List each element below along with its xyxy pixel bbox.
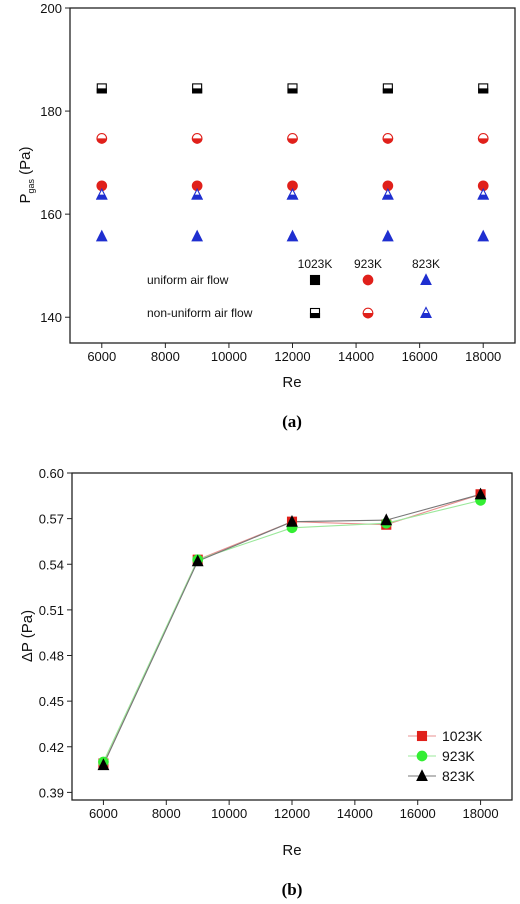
y-tick-label: 0.48 xyxy=(39,649,64,664)
point-uniform-823K xyxy=(477,229,490,242)
legend-label: 823K xyxy=(442,768,475,784)
point-823K xyxy=(474,487,487,500)
y-tick-label: 0.51 xyxy=(39,603,64,618)
point-uniform-823K xyxy=(191,229,204,242)
point-uniform-823K xyxy=(286,229,299,242)
y-tick-label: 160 xyxy=(40,207,62,222)
x-tick-label: 10000 xyxy=(211,806,247,821)
point-non-uniform-823K xyxy=(95,187,108,200)
legend-row-label: uniform air flow xyxy=(147,273,229,287)
plot-b-legend: 1023K 923K 823K xyxy=(408,728,483,784)
point-non-uniform-923K xyxy=(382,133,394,144)
y-tick-label: 0.45 xyxy=(39,694,64,709)
legend-row-label: non-uniform air flow xyxy=(147,306,253,320)
point-non-uniform-923K xyxy=(191,133,203,144)
legend-label: 923K xyxy=(442,748,475,764)
plot-b-ylabel: ΔP (Pa) xyxy=(19,610,36,662)
x-tick-label: 10000 xyxy=(211,349,247,364)
legend-marker-1023K xyxy=(309,274,321,286)
x-tick-label: 16000 xyxy=(400,806,436,821)
legend-temp-label: 923K xyxy=(354,257,382,271)
legend-marker-823K xyxy=(420,306,432,319)
plot-b-lines xyxy=(102,493,481,766)
x-tick-label: 14000 xyxy=(338,349,374,364)
plot-b-y-axis: 0.39 0.42 0.45 0.48 0.51 0.54 0.57 0.60 xyxy=(39,466,72,800)
plot-a-xlabel: Re xyxy=(282,374,301,391)
legend-marker-1023K xyxy=(309,307,321,319)
legend-marker-923K xyxy=(416,750,428,762)
plot-a-frame xyxy=(69,7,516,344)
x-tick-label: 16000 xyxy=(402,349,438,364)
point-uniform-823K xyxy=(381,229,394,242)
point-non-uniform-823K xyxy=(191,187,204,200)
series-line-1023K xyxy=(102,493,481,764)
legend-marker-823K xyxy=(416,769,428,782)
legend-label: 1023K xyxy=(442,728,483,744)
plot-a-ylabel-sub: gas xyxy=(26,178,36,193)
legend-marker-923K xyxy=(362,274,374,286)
caption-b: (b) xyxy=(282,880,303,899)
x-tick-label: 12000 xyxy=(274,349,310,364)
y-tick-label: 0.39 xyxy=(39,785,64,800)
y-tick-label: 0.60 xyxy=(39,466,64,481)
x-tick-label: 12000 xyxy=(274,806,310,821)
x-tick-label: 6000 xyxy=(89,806,118,821)
x-tick-label: 8000 xyxy=(152,806,181,821)
legend-temp-label: 1023K xyxy=(298,257,333,271)
plot-a-ylabel-main: P xyxy=(17,194,34,204)
y-tick-label: 0.57 xyxy=(39,512,64,527)
point-non-uniform-1023K xyxy=(192,83,203,94)
point-non-uniform-1023K xyxy=(382,83,393,94)
point-823K xyxy=(286,514,298,527)
point-823K xyxy=(191,554,204,567)
plot-a-legend: 1023K 923K 823K uniform air flow non-uniform… xyxy=(147,257,440,320)
legend-marker-923K xyxy=(362,307,374,319)
y-tick-label: 180 xyxy=(40,104,62,119)
point-non-uniform-923K xyxy=(96,133,108,144)
legend-marker-823K xyxy=(420,273,432,286)
point-non-uniform-1023K xyxy=(478,83,489,94)
series-line-923K xyxy=(102,499,481,763)
plot-a-points xyxy=(95,83,490,242)
x-tick-label: 18000 xyxy=(465,349,501,364)
plot-b-xlabel: Re xyxy=(282,842,301,859)
point-823K xyxy=(380,513,393,526)
point-uniform-823K xyxy=(95,229,108,242)
plot-a-ylabel: Pgas (Pa) xyxy=(17,146,36,203)
x-tick-label: 14000 xyxy=(337,806,373,821)
plot-a-x-axis: 6000 8000 10000 12000 14000 16000 18000 xyxy=(87,343,501,364)
plot-b-x-axis: 6000 8000 10000 12000 14000 16000 18000 xyxy=(89,800,499,821)
legend-temp-label: 823K xyxy=(412,257,440,271)
x-tick-label: 6000 xyxy=(87,349,116,364)
legend-marker-1023K xyxy=(416,730,428,742)
point-823K xyxy=(97,758,110,771)
plot-b-points xyxy=(97,487,487,771)
point-non-uniform-923K xyxy=(477,133,489,144)
y-tick-label: 200 xyxy=(40,1,62,16)
plot-a-ylabel-unit: (Pa) xyxy=(17,146,34,179)
panel-a: 6000 8000 10000 12000 14000 16000 18000 140 160… xyxy=(17,1,516,431)
point-non-uniform-823K xyxy=(477,187,490,200)
caption-a: (a) xyxy=(282,412,302,431)
point-non-uniform-1023K xyxy=(287,83,298,94)
x-tick-label: 8000 xyxy=(151,349,180,364)
y-tick-label: 0.54 xyxy=(39,557,64,572)
point-non-uniform-923K xyxy=(287,133,298,144)
panel-b: 6000 8000 10000 12000 14000 16000 18000 0.390.… xyxy=(19,466,513,899)
y-tick-label: 140 xyxy=(40,310,62,325)
point-non-uniform-1023K xyxy=(96,83,107,94)
x-tick-label: 18000 xyxy=(462,806,498,821)
series-line-823K xyxy=(102,493,481,766)
point-non-uniform-823K xyxy=(286,187,299,200)
plot-a-y-axis: 140 160 180 200 xyxy=(40,1,70,325)
point-non-uniform-823K xyxy=(381,187,394,200)
y-tick-label: 0.42 xyxy=(39,740,64,755)
